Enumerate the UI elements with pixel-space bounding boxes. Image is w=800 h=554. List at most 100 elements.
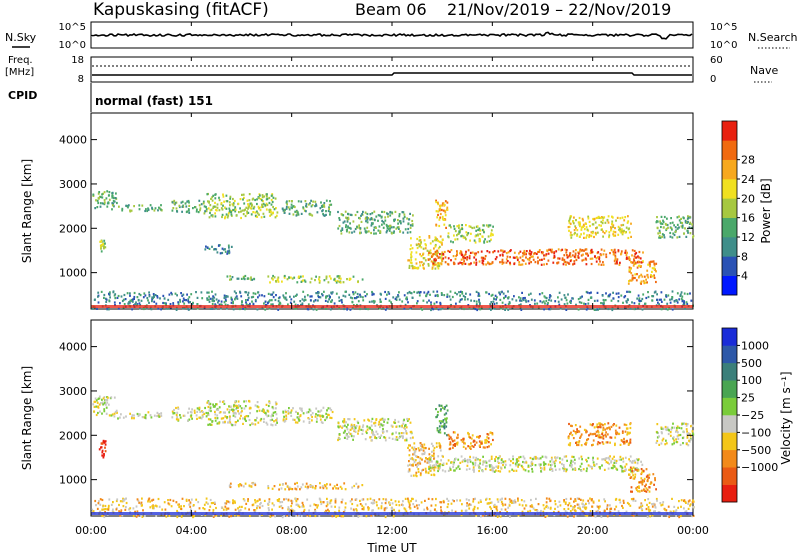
heatmap-cell — [327, 300, 329, 303]
heatmap-cell — [573, 500, 575, 503]
heatmap-cell — [440, 420, 443, 423]
heatmap-cell — [412, 474, 415, 477]
heatmap-cell — [479, 499, 482, 502]
heatmap-cell — [215, 403, 217, 406]
heatmap-cell — [205, 415, 208, 418]
heatmap-cell — [463, 442, 466, 445]
heatmap-cell — [267, 487, 270, 490]
heatmap-cell — [513, 499, 516, 502]
heatmap-cell — [273, 276, 276, 279]
heatmap-cell — [557, 257, 559, 260]
heatmap-cell — [111, 202, 114, 205]
heatmap-cell — [340, 299, 343, 302]
heatmap-cell — [671, 308, 674, 311]
heatmap-cell — [420, 501, 423, 504]
heatmap-cell — [678, 219, 681, 222]
heatmap-cell — [614, 231, 617, 234]
heatmap-cell — [125, 501, 128, 505]
heatmap-cell — [218, 244, 221, 247]
heatmap-cell — [598, 307, 601, 310]
heatmap-cell — [285, 201, 288, 204]
heatmap-cell — [421, 445, 424, 448]
heatmap-cell — [475, 441, 478, 444]
heatmap-cell — [238, 404, 240, 407]
heatmap-cell — [682, 442, 684, 445]
heatmap-cell — [104, 242, 106, 245]
heatmap-cell — [691, 501, 694, 504]
heatmap-cell — [98, 500, 100, 503]
heatmap-cell — [335, 292, 338, 295]
heatmap-cell — [196, 417, 198, 420]
heatmap-cell — [322, 209, 324, 212]
heatmap-cell — [490, 308, 492, 311]
heatmap-cell — [190, 411, 193, 414]
heatmap-cell — [122, 298, 125, 301]
heatmap-cell — [619, 227, 621, 230]
heatmap-cell — [558, 468, 561, 471]
heatmap-cell — [412, 267, 415, 270]
heatmap-cell — [475, 290, 478, 293]
heatmap-cell — [338, 277, 340, 280]
heatmap-cell — [533, 457, 536, 460]
heatmap-cell — [490, 469, 493, 472]
heatmap-cell — [485, 461, 488, 464]
heatmap-cell — [594, 221, 597, 224]
heatmap-cell — [357, 421, 360, 425]
heatmap-cell — [509, 261, 511, 264]
heatmap-cell — [391, 425, 394, 428]
heatmap-cell — [268, 201, 271, 205]
heatmap-cell — [446, 417, 448, 420]
heatmap-cell — [140, 514, 142, 517]
heatmap-cell — [684, 221, 687, 224]
heatmap-cell — [577, 308, 580, 311]
heatmap-cell — [339, 485, 342, 488]
heatmap-cell — [272, 212, 274, 215]
heatmap-cell — [538, 293, 541, 296]
heatmap-cell — [224, 420, 226, 423]
heatmap-cell — [353, 418, 356, 421]
heatmap-cell — [287, 412, 290, 415]
heatmap-cell — [238, 485, 240, 488]
heatmap-cell — [442, 253, 445, 256]
heatmap-cell — [604, 428, 606, 431]
heatmap-cell — [377, 214, 380, 217]
heatmap-cell — [676, 301, 679, 304]
heatmap-cell — [342, 431, 345, 434]
heatmap-cell — [224, 502, 226, 505]
heatmap-cell — [368, 419, 370, 422]
heatmap-cell — [464, 236, 467, 239]
heatmap-cell — [420, 448, 422, 451]
heatmap-cell — [223, 200, 225, 203]
heatmap-cell — [440, 293, 443, 296]
heatmap-cell — [412, 463, 414, 466]
heatmap-cell — [439, 212, 442, 216]
heatmap-cell — [513, 251, 516, 254]
heatmap-cell — [207, 502, 209, 505]
heatmap-cell — [600, 423, 603, 426]
heatmap-cell — [408, 259, 410, 262]
heatmap-cell — [612, 234, 615, 237]
heatmap-cell — [520, 308, 523, 311]
heatmap-cell — [420, 261, 423, 264]
heatmap-cell — [110, 396, 113, 399]
heatmap-cell — [187, 411, 189, 414]
heatmap-cell — [462, 439, 465, 442]
heatmap-cell — [652, 275, 654, 278]
heatmap-cell — [315, 308, 318, 311]
heatmap-cell — [246, 210, 248, 213]
heatmap-cell — [299, 414, 302, 417]
heatmap-cell — [328, 203, 331, 207]
heatmap-cell — [590, 231, 593, 234]
heatmap-cell — [424, 460, 426, 463]
heatmap-cell — [133, 205, 135, 208]
heatmap-cell — [388, 502, 391, 505]
heatmap-cell — [688, 433, 691, 436]
heatmap-cell — [438, 442, 441, 445]
heatmap-cell — [211, 299, 214, 302]
heatmap-cell — [244, 405, 247, 408]
heatmap-cell — [256, 202, 258, 206]
heatmap-cell — [217, 301, 219, 304]
heatmap-cell — [96, 401, 99, 404]
heatmap-cell — [608, 458, 611, 461]
heatmap-cell — [293, 295, 295, 298]
